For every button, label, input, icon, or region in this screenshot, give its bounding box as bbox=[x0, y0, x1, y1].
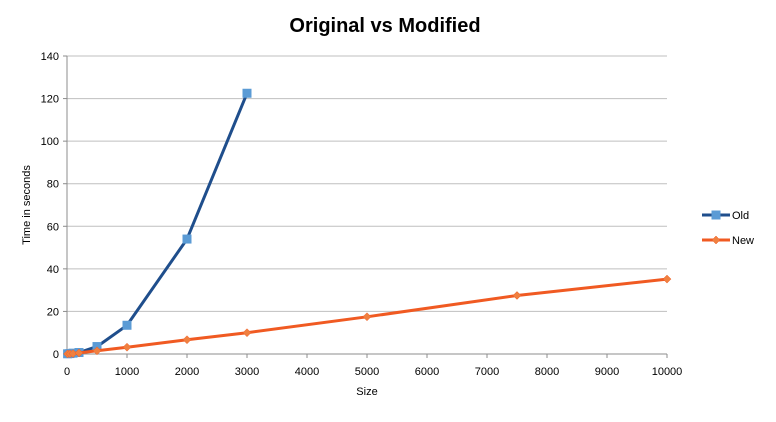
series-line bbox=[67, 92, 249, 356]
data-point bbox=[182, 234, 192, 244]
y-tick-label: 60 bbox=[47, 221, 59, 233]
x-tick-label: 1000 bbox=[115, 366, 139, 378]
x-tick-label: 5000 bbox=[355, 366, 379, 378]
y-tick-label: 120 bbox=[41, 94, 59, 106]
y-tick-label: 0 bbox=[53, 349, 59, 361]
chart-title: Original vs Modified bbox=[289, 15, 480, 37]
legend-item-old: Old bbox=[702, 210, 749, 222]
y-axis-label: Time in seconds bbox=[21, 165, 33, 245]
legend-marker bbox=[711, 235, 721, 245]
data-point bbox=[182, 335, 192, 345]
data-point bbox=[122, 320, 132, 330]
x-tick-label: 0 bbox=[64, 366, 70, 378]
data-point bbox=[242, 328, 252, 338]
x-axis-label: Size bbox=[356, 386, 377, 398]
series-layer bbox=[63, 88, 672, 359]
legend-label: Old bbox=[732, 210, 749, 222]
x-tick-label: 6000 bbox=[415, 366, 439, 378]
data-point bbox=[74, 348, 84, 358]
x-tick-label: 10000 bbox=[652, 366, 683, 378]
y-tick-label: 40 bbox=[47, 264, 59, 276]
x-tick-label: 8000 bbox=[535, 366, 559, 378]
legend-item-new: New bbox=[702, 235, 754, 247]
data-point bbox=[362, 312, 372, 322]
axes bbox=[63, 55, 668, 358]
series-old bbox=[63, 88, 252, 359]
series-new bbox=[63, 274, 672, 359]
x-tick-label: 3000 bbox=[235, 366, 259, 378]
legend-label: New bbox=[732, 235, 754, 247]
y-tick-label: 140 bbox=[41, 51, 59, 63]
x-tick-label: 7000 bbox=[475, 366, 499, 378]
data-point bbox=[512, 291, 522, 300]
data-point bbox=[122, 342, 132, 352]
y-tick-label: 20 bbox=[47, 306, 59, 318]
data-point bbox=[662, 274, 672, 284]
x-tick-label: 4000 bbox=[295, 366, 319, 378]
y-tick-label: 80 bbox=[47, 179, 59, 191]
gridlines bbox=[67, 55, 667, 312]
x-tick-label: 9000 bbox=[595, 366, 619, 378]
y-tick-labels: 0 20 40 60 80 100 120 140 bbox=[41, 51, 59, 361]
legend: Old New bbox=[702, 210, 754, 247]
data-point bbox=[242, 88, 252, 98]
x-tick-label: 2000 bbox=[175, 366, 199, 378]
data-point bbox=[92, 346, 102, 356]
x-tick-labels: 0 1000 2000 3000 4000 5000 6000 7000 8000 9000 100… bbox=[64, 366, 682, 378]
legend-marker bbox=[711, 210, 721, 220]
y-tick-label: 100 bbox=[41, 136, 59, 148]
